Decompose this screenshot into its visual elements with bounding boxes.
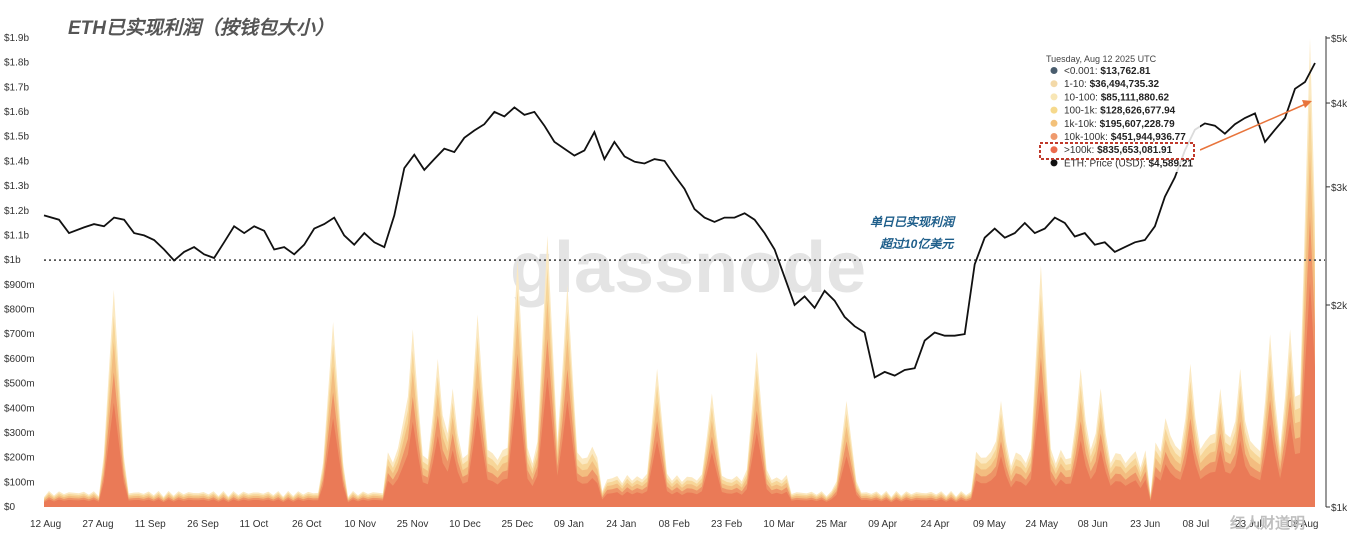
y-left-tick-label: $1.5b: [4, 132, 29, 143]
legend-swatch: [1050, 133, 1058, 140]
x-tick-label: 10 Dec: [449, 519, 481, 530]
y-left-tick-label: $1.4b: [4, 156, 29, 167]
x-tick-label: 11 Oct: [240, 519, 269, 530]
x-tick-label: 25 Mar: [816, 519, 848, 530]
y-left-tick-label: $200m: [4, 453, 35, 464]
legend-swatch: [1050, 119, 1058, 127]
y-left-tick-label: $1b: [4, 255, 21, 266]
x-tick-label: 11 Sep: [135, 519, 166, 530]
legend-entry: 100-1k: $128,626,677.94: [1064, 106, 1176, 117]
y-left-tick-label: $1.8b: [4, 58, 29, 69]
highlight-box: [1039, 142, 1195, 160]
price-line-group: [43, 62, 1316, 379]
legend-swatch: [1050, 159, 1058, 167]
left-axis: $0 $100m $200m $300m $400m $500m $600m $700m $80…: [4, 33, 35, 513]
legend-date: Tuesday, Aug 12 2025 UTC: [1046, 54, 1157, 64]
x-tick-label: 27 Aug: [82, 519, 113, 530]
trend-arrow-head: [1302, 100, 1312, 108]
y-left-tick-label: $800m: [4, 305, 35, 316]
legend: Tuesday, Aug 12 2025 UTC <0.001: $13,762.…: [1039, 52, 1200, 172]
y-right-tick-label: $5k: [1331, 34, 1348, 45]
right-axis: $1k $2k $3k $4k $5k: [1325, 34, 1348, 514]
y-left-tick-label: $700m: [4, 329, 35, 340]
area-gt-100k: [44, 281, 1315, 507]
y-left-tick-label: $900m: [4, 280, 35, 291]
x-tick-label: 08 Aug: [1287, 519, 1318, 530]
x-tick-label: 09 Jan: [554, 519, 584, 530]
x-tick-label: 10 Mar: [763, 519, 795, 530]
realized-profit-areas: [44, 38, 1315, 508]
legend-swatch: [1050, 106, 1058, 114]
y-left-tick-label: $0: [4, 502, 16, 513]
legend-entry: 1-10: $36,494,735.32: [1064, 79, 1160, 90]
x-tick-label: 26 Oct: [292, 519, 322, 530]
annotation-line-1: 单日已实现利润: [870, 215, 956, 229]
legend-entry: 10-100: $85,111,880.62: [1064, 92, 1170, 103]
x-tick-label: 26 Sep: [187, 519, 219, 530]
legend-swatch: [1050, 67, 1058, 74]
legend-swatch: [1050, 146, 1058, 154]
y-left-tick-label: $1.9b: [4, 33, 29, 44]
y-left-tick-label: $1.7b: [4, 82, 29, 93]
y-right-tick-label: $1k: [1331, 503, 1348, 514]
y-left-tick-label: $1.1b: [4, 230, 29, 241]
y-left-tick-label: $400m: [4, 403, 35, 414]
legend-background: [1040, 52, 1200, 172]
legend-entry: 1k-10k: $195,607,228.79: [1064, 119, 1175, 130]
x-tick-label: 09 May: [973, 519, 1006, 530]
x-tick-label: 12 Aug: [30, 519, 61, 530]
annotation-line-2: 超过10亿美元: [879, 237, 955, 251]
y-left-tick-label: $300m: [4, 428, 35, 439]
y-left-tick-label: $100m: [4, 477, 35, 488]
x-tick-label: 24 Apr: [921, 519, 951, 530]
legend-swatch: [1050, 93, 1058, 101]
x-tick-label: 23 Jul: [1235, 519, 1262, 530]
area-1k-10k: [44, 150, 1315, 507]
eth-price-line: [43, 62, 1316, 379]
x-tick-label: 08 Feb: [659, 519, 691, 530]
x-tick-label: 10 Nov: [344, 519, 376, 530]
legend-swatch: [1050, 80, 1058, 88]
x-tick-label: 25 Nov: [397, 519, 429, 530]
y-left-tick-label: $600m: [4, 354, 35, 365]
y-left-tick-label: $1.3b: [4, 181, 29, 192]
y-left-tick-label: $1.6b: [4, 107, 29, 118]
trend-arrow: [1199, 102, 1309, 151]
x-tick-label: 23 Jun: [1130, 519, 1160, 530]
y-left-tick-label: $1.2b: [4, 206, 29, 217]
y-right-tick-label: $4k: [1331, 99, 1348, 110]
x-tick-label: 24 Jan: [606, 519, 636, 530]
x-tick-label: 08 Jul: [1183, 519, 1210, 530]
y-left-tick-label: $500m: [4, 379, 35, 390]
x-tick-label: 09 Apr: [868, 519, 898, 530]
x-tick-label: 23 Feb: [711, 519, 743, 530]
watermark: glassnode: [510, 228, 866, 308]
x-tick-label: 24 May: [1025, 519, 1058, 530]
y-right-tick-label: $2k: [1331, 301, 1348, 312]
legend-entry: >100k: $835,653,081.91: [1064, 145, 1173, 156]
legend-entry: ETH: Price (USD): $4,589.21: [1064, 158, 1193, 169]
legend-entry: 10k-100k: $451,944,936.77: [1064, 132, 1186, 143]
chart-title: ETH已实现利润（按钱包大小）: [68, 17, 334, 39]
y-right-tick-label: $3k: [1331, 183, 1348, 194]
x-tick-label: 25 Dec: [501, 519, 533, 530]
x-axis: 12 Aug 27 Aug 11 Sep 26 Sep 11 Oct 26 Oct 10 N…: [30, 519, 1318, 530]
legend-entry: <0.001: $13,762.81: [1064, 66, 1151, 77]
source-brand: 红人财道明: [1230, 514, 1305, 532]
x-tick-label: 08 Jun: [1078, 519, 1108, 530]
